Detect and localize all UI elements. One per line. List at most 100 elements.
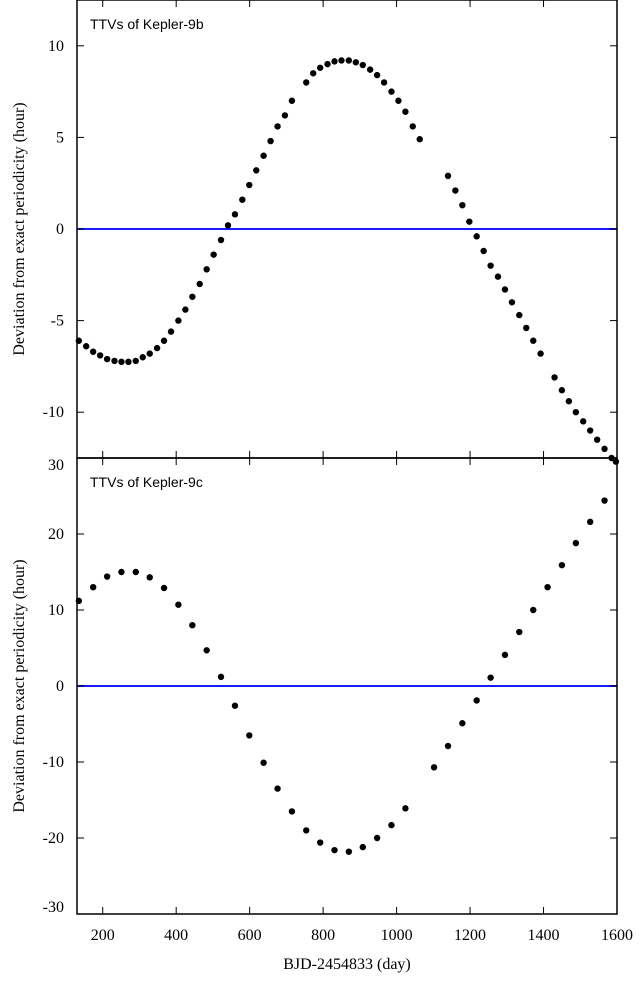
data-point [324, 60, 331, 68]
data-point [380, 79, 388, 86]
data-point [103, 573, 111, 580]
data-point [366, 66, 374, 73]
data-point [175, 317, 182, 324]
data-point [612, 458, 620, 465]
data-point [359, 61, 366, 69]
y-tick-label: -5 [51, 313, 64, 330]
y-tick-label: -30 [43, 899, 64, 916]
data-point [501, 651, 509, 659]
data-point [316, 839, 324, 846]
data-point [473, 233, 480, 240]
data-point [473, 697, 480, 704]
data-point [409, 123, 416, 130]
data-point [508, 299, 516, 306]
data-point [217, 236, 225, 244]
data-point [125, 358, 132, 366]
data-point [402, 108, 409, 115]
data-point [580, 418, 587, 425]
x-ticks-kepler-9c [102, 458, 545, 914]
x-ticks-kepler-9b [102, 0, 545, 458]
data-point [572, 539, 580, 547]
data-point [89, 584, 97, 591]
data-point [551, 374, 558, 381]
y-axis-label-kepler-9b: Deviation from exact periodicity (hour) [11, 102, 28, 355]
data-point [267, 137, 274, 145]
data-point [139, 354, 146, 361]
data-point [466, 218, 473, 225]
y-ticks-kepler-9c: -30 -20 -10 0 10 20 30 [43, 457, 617, 916]
data-point [316, 64, 324, 71]
data-point [167, 328, 175, 335]
data-point [281, 112, 289, 119]
data-point [530, 606, 537, 614]
data-point [160, 584, 168, 592]
data-point [516, 311, 523, 319]
data-point [331, 58, 338, 65]
y-tick-label: -20 [43, 830, 64, 847]
data-point [239, 196, 246, 203]
x-tick-label: 400 [164, 927, 188, 944]
data-point [530, 337, 537, 344]
data-point [487, 674, 494, 681]
data-point [586, 427, 594, 434]
data-point [96, 352, 104, 359]
data-point [416, 136, 423, 143]
data-point [160, 337, 168, 344]
x-tick-labels: 200 400 600 800 1000 1200 1400 1600 [91, 927, 633, 944]
data-point [388, 821, 395, 829]
data-point [103, 355, 111, 363]
data-point [444, 742, 452, 750]
panel-kepler-9c: -30 -20 -10 0 10 20 30 TTVs of Kepler-9c Devia… [11, 457, 618, 916]
data-point [253, 167, 260, 174]
data-point [132, 357, 139, 365]
data-point [537, 350, 544, 357]
data-point [501, 286, 509, 293]
data-point [338, 57, 345, 64]
data-point [182, 306, 189, 313]
data-point [523, 324, 530, 332]
data-point [303, 827, 310, 834]
data-point [231, 211, 239, 218]
data-point [572, 409, 580, 416]
data-point [601, 445, 608, 453]
data-point [310, 70, 317, 77]
y-tick-label: 20 [48, 526, 64, 543]
data-point [246, 181, 253, 189]
data-point [246, 732, 253, 739]
data-point [217, 673, 225, 681]
data-point [544, 584, 551, 591]
data-point [203, 266, 210, 273]
y-axis-label-kepler-9c: Deviation from exact periodicity (hour) [11, 559, 28, 812]
data-point [274, 123, 281, 130]
x-tick-label: 600 [238, 927, 262, 944]
data-point [516, 628, 523, 636]
data-point [196, 280, 203, 288]
data-point [210, 251, 217, 258]
data-point [373, 71, 381, 79]
x-tick-label: 1000 [381, 927, 413, 944]
x-tick-label: 200 [91, 927, 115, 944]
data-point [132, 568, 139, 576]
data-point [82, 343, 90, 350]
data-point [203, 647, 210, 654]
data-point [487, 262, 494, 269]
data-point [373, 834, 381, 842]
y-tick-label: 30 [48, 457, 64, 474]
x-tick-label: 1400 [528, 927, 560, 944]
data-point [231, 702, 239, 709]
data-point [345, 848, 353, 855]
y-tick-label: 10 [48, 602, 64, 619]
data-point [331, 846, 338, 854]
data-point [352, 59, 360, 66]
data-point [388, 88, 395, 95]
data-point [288, 808, 296, 815]
data-point [303, 79, 310, 86]
x-tick-label: 800 [311, 927, 335, 944]
data-point [593, 436, 601, 443]
data-point [402, 805, 409, 812]
data-point [359, 843, 366, 851]
data-point [558, 561, 566, 569]
data-point [345, 57, 353, 64]
x-axis-label: BJD-2454833 (day) [283, 956, 411, 973]
data-point [395, 97, 402, 104]
